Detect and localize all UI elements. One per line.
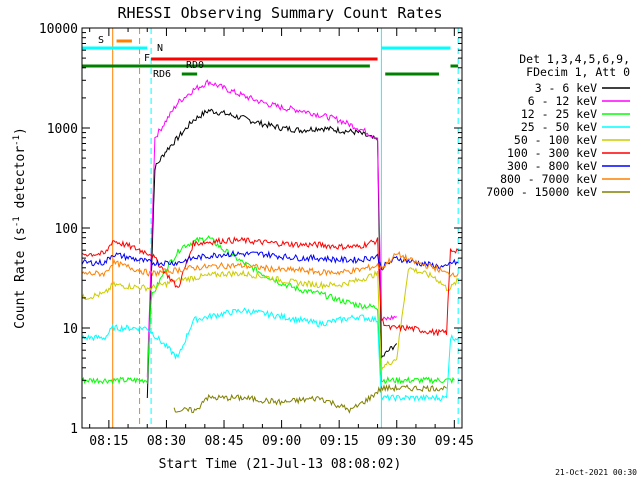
series-line-0: [146, 108, 398, 399]
legend-label-4: 50 - 100 keV: [514, 133, 597, 147]
flag-bars: S NF RD0 RD6: [82, 35, 459, 80]
axes: 1 10 100 1000 10000 08:15 08:30 08:45 09:00 09:15…: [39, 22, 474, 449]
series-line-8: [173, 383, 447, 414]
series-line-5: [81, 236, 459, 337]
legend-label-1: 6 - 12 keV: [528, 94, 597, 108]
x-tick-label-1: 08:30: [147, 434, 186, 449]
timestamp: 21-Oct-2021 00:30: [555, 468, 637, 477]
legend-label-6: 300 - 800 keV: [507, 159, 597, 173]
flag-label-rd6: RD6: [153, 69, 171, 80]
x-tick-label-5: 09:30: [377, 434, 416, 449]
x-tick-label-6: 09:45: [435, 434, 474, 449]
y-tick-label-3: 1000: [47, 122, 78, 137]
legend-label-7: 800 - 7000 keV: [500, 172, 597, 186]
y-label-part: Count Rate (s: [13, 227, 28, 329]
x-tick-label-2: 08:45: [204, 434, 243, 449]
flag-label-rd0: RD0: [186, 60, 204, 71]
y-axis-label: Count Rate (s-1 detector-1): [12, 127, 28, 329]
chart-title: RHESSI Observing Summary Count Rates: [117, 4, 442, 22]
y-label-part: -1: [12, 216, 22, 227]
y-tick-label-2: 100: [55, 222, 78, 237]
x-tick-label-3: 09:00: [262, 434, 301, 449]
flag-label-s: S: [98, 35, 104, 46]
series-line-1: [146, 79, 397, 378]
y-tick-label-0: 1: [70, 422, 78, 437]
y-label-part: ): [13, 127, 28, 135]
series-line-6: [81, 249, 459, 271]
y-tick-label-1: 10: [62, 322, 78, 337]
y-label-part: detector: [13, 146, 28, 217]
flag-label-n: N: [157, 43, 163, 54]
legend-label-8: 7000 - 15000 keV: [486, 185, 597, 199]
legend-header-1: FDecim 1, Att 0: [526, 65, 630, 79]
legend: Det 1,3,4,5,6,9,FDecim 1, Att 0 3 - 6 keV…: [486, 52, 630, 199]
y-tick-label-4: 10000: [39, 22, 78, 37]
legend-label-2: 12 - 25 keV: [521, 107, 597, 121]
legend-label-5: 100 - 300 keV: [507, 146, 597, 160]
x-tick-label-4: 09:15: [320, 434, 359, 449]
legend-label-0: 3 - 6 keV: [535, 81, 597, 95]
legend-header-0: Det 1,3,4,5,6,9,: [519, 52, 630, 66]
flag-label-f: F: [144, 53, 150, 64]
x-axis-label: Start Time (21-Jul-13 08:08:02): [159, 457, 402, 472]
legend-label-3: 25 - 50 keV: [521, 120, 597, 134]
x-tick-label-0: 08:15: [89, 434, 128, 449]
series-line-3: [81, 307, 459, 403]
y-label-part: -1: [12, 135, 22, 146]
series-line-4: [81, 267, 459, 371]
series-line-2: [81, 235, 455, 385]
series-line-7: [81, 251, 459, 278]
